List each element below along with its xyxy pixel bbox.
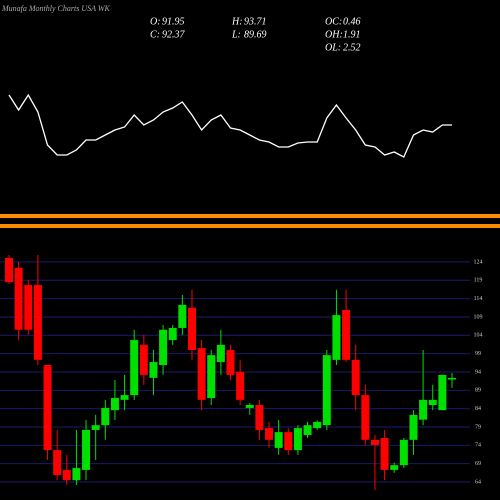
y-tick-label: 99 <box>475 351 481 357</box>
info-value: 2.52 <box>343 42 361 53</box>
candle-body <box>5 257 13 283</box>
candle-body <box>207 355 216 399</box>
candle-body <box>293 428 302 451</box>
candle-body <box>53 450 62 476</box>
candle-body <box>428 399 437 405</box>
candle-body <box>178 304 187 328</box>
separator <box>0 224 500 228</box>
info-value: 89.69 <box>244 29 267 40</box>
y-tick-label: 74 <box>475 443 481 449</box>
candle-body <box>409 414 418 440</box>
info-value: 91.95 <box>162 16 185 27</box>
y-tick-label: 69 <box>475 461 481 467</box>
candle-body <box>110 398 119 411</box>
candle-body <box>82 429 91 470</box>
candle-body <box>236 371 245 400</box>
info-label: OL: <box>325 42 341 53</box>
candle-body <box>187 307 196 350</box>
candle-body <box>255 404 264 430</box>
candle-body <box>130 340 139 396</box>
candle-body <box>399 439 408 466</box>
info-value: 92.37 <box>162 29 186 40</box>
y-tick-label: 104 <box>474 333 483 339</box>
info-value: 1.91 <box>343 29 361 40</box>
candle-body <box>168 327 177 341</box>
candle-body <box>197 348 206 400</box>
candle-body <box>139 344 148 375</box>
info-value: 0.46 <box>343 16 361 27</box>
info-label: C: <box>150 29 160 40</box>
candle-body <box>24 285 33 330</box>
candle-body <box>303 425 312 436</box>
candle-body <box>120 395 129 400</box>
candle-body <box>265 428 274 440</box>
candle-body <box>101 407 110 426</box>
candle-body <box>43 365 52 451</box>
candle-body <box>149 362 158 378</box>
candle-body <box>62 469 71 481</box>
chart-title: Munafa Monthly Charts USA WK <box>1 4 111 13</box>
y-tick-label: 119 <box>474 278 483 284</box>
candle-body <box>342 309 351 360</box>
candle-body <box>380 438 389 470</box>
candle-body <box>351 359 360 396</box>
y-tick-label: 64 <box>475 479 481 485</box>
info-label: OC: <box>325 16 342 27</box>
separator <box>0 214 500 218</box>
info-label: H: <box>231 16 243 27</box>
info-label: OH: <box>325 29 343 40</box>
candle-body <box>245 404 254 408</box>
candle-body <box>332 315 341 360</box>
y-tick-label: 79 <box>475 424 481 430</box>
candle-body <box>370 439 379 445</box>
candle-body <box>322 355 331 426</box>
candle-body <box>448 377 456 380</box>
candle-body <box>91 425 100 430</box>
candle-body <box>313 421 322 429</box>
candle-body <box>419 399 428 420</box>
info-label: L: <box>231 29 241 40</box>
candle-body <box>216 344 225 363</box>
y-tick-label: 109 <box>474 314 483 320</box>
indicator-line <box>8 93 452 158</box>
y-tick-label: 84 <box>475 406 481 412</box>
candle-body <box>33 285 42 360</box>
candle-body <box>390 465 399 470</box>
info-value: 93.71 <box>244 16 267 27</box>
info-label: O: <box>150 16 161 27</box>
y-tick-label: 124 <box>474 259 483 265</box>
y-tick-label: 89 <box>475 388 481 394</box>
candle-body <box>72 468 81 481</box>
candle-body <box>159 329 168 365</box>
candle-body <box>14 267 23 330</box>
candle-body <box>226 349 235 375</box>
y-tick-label: 94 <box>475 369 481 375</box>
candle-body <box>274 432 283 448</box>
candle-body <box>361 395 370 440</box>
candle-body <box>284 432 293 451</box>
candle-body <box>438 374 447 411</box>
y-tick-label: 114 <box>474 296 483 302</box>
